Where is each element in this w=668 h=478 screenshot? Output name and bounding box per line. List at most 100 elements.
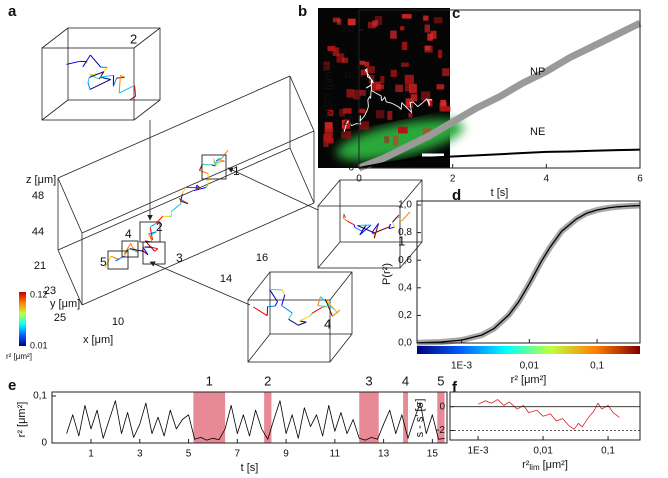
box-edge [57, 177, 83, 234]
x-tick-label: 4 [544, 174, 550, 185]
y-tick-label: 1,0 [398, 200, 412, 211]
inset-edge [41, 27, 69, 49]
red-signal [380, 76, 385, 84]
inset-trajectory [274, 301, 278, 307]
trajectory [149, 225, 152, 228]
red-signal [323, 61, 331, 71]
x-tick-label: 0,1 [601, 446, 615, 457]
inset-trajectory [89, 71, 105, 78]
x-axis-label-part: r² [522, 459, 530, 471]
inset-trajectory [397, 214, 400, 218]
colorbar-min: 0.01 [30, 340, 48, 350]
red-signal [323, 139, 329, 147]
y-tick-label: 0 [439, 401, 445, 412]
red-signal [375, 110, 385, 119]
trajectory [217, 158, 225, 162]
plot-frame [51, 391, 448, 444]
y-tick-label: 0,8 [398, 227, 412, 238]
box-edge [57, 147, 291, 251]
red-signal [436, 84, 445, 90]
plot-frame [449, 391, 641, 441]
inset-label: 2 [130, 31, 137, 46]
region-box [107, 250, 129, 270]
red-signal [341, 130, 352, 139]
box-edge [81, 202, 315, 306]
trajectory [110, 255, 120, 260]
red-signal [359, 89, 366, 96]
x-tick-label: 0,01 [533, 446, 553, 457]
panel-label: b [298, 3, 307, 20]
trajectory [171, 210, 173, 212]
plot-frame [358, 9, 641, 169]
red-signal [359, 121, 369, 130]
data-line [66, 400, 445, 441]
red-signal [342, 57, 349, 63]
red-signal [438, 49, 443, 59]
trajectory [211, 164, 216, 167]
red-signal [323, 133, 332, 142]
inset-box [41, 47, 135, 121]
red-signal [327, 109, 334, 117]
highlight-region [403, 392, 408, 443]
trajectory [193, 186, 207, 192]
trajectory [213, 160, 225, 164]
inset-trajectory [129, 95, 136, 101]
y-tick-label: 0,1 [33, 391, 47, 402]
x-axis-label: x [μm] [83, 334, 113, 346]
inset-trajectory [87, 82, 91, 90]
red-signal [395, 84, 404, 92]
y-tick-label: 0 [41, 438, 47, 449]
inset-trajectory [359, 224, 367, 236]
x-tick-label: 1E-3 [468, 446, 490, 457]
inset-trajectory [332, 309, 341, 317]
red-signal [359, 60, 365, 65]
region-box [201, 154, 227, 180]
red-signal [343, 108, 352, 114]
x-tick-label: 2 [450, 174, 456, 185]
inset-trajectory [99, 76, 111, 80]
region-label: 1 [233, 164, 240, 178]
trajectory [123, 243, 132, 255]
inset-trajectory [134, 85, 137, 97]
red-signal [405, 98, 413, 109]
red-signal [374, 16, 383, 25]
inset-trajectory [388, 223, 391, 229]
red-signal [424, 45, 433, 53]
red-signal [408, 112, 413, 118]
red-signal [367, 21, 376, 29]
y-tick-label: 21 [34, 260, 46, 272]
trajectory [149, 227, 154, 241]
inset-trajectory [317, 296, 321, 306]
red-signal [367, 66, 375, 74]
box-edge [289, 147, 315, 204]
red-signal [347, 18, 356, 26]
x-axis-label-part: lim [529, 463, 540, 472]
colorbar [417, 346, 640, 354]
trajectory [179, 199, 182, 204]
inset-trajectory [353, 224, 356, 228]
inset-trajectory [392, 221, 395, 228]
inset-trajectory [371, 232, 374, 234]
inset-trajectory [98, 71, 105, 80]
inset-trajectory [343, 217, 348, 222]
red-signal [324, 122, 333, 133]
trajectory [171, 203, 182, 212]
red-signal [423, 15, 429, 21]
series-label: NE [530, 126, 545, 138]
trajectory [148, 231, 157, 235]
inset-trajectory [354, 227, 363, 232]
trajectory [144, 240, 156, 252]
panel-label: d [452, 187, 461, 204]
trajectory [169, 215, 172, 217]
red-signal [353, 89, 361, 100]
plot-frame [416, 200, 641, 344]
x-tick-label: 15 [427, 449, 439, 460]
red-signal [433, 17, 443, 24]
y-tick-label: 25 [54, 312, 66, 324]
inset-trajectory [397, 216, 403, 222]
red-signal [397, 126, 408, 134]
red-signal [360, 69, 367, 76]
trajectory [205, 184, 209, 188]
inset-edge [329, 271, 353, 301]
